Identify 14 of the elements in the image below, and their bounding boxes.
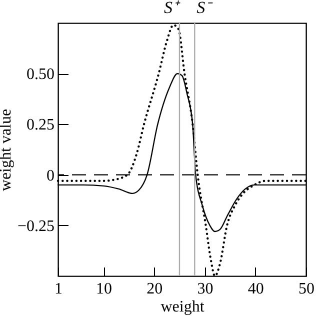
y-tick-label: 0.25 [26,116,54,134]
ref-line-label: S⁺ [164,0,180,17]
ref-line-label: S⁻ [196,0,214,17]
y-tick-label: 0.50 [26,66,54,84]
y-tick-label: 0 [46,167,54,184]
x-tick-label: 10 [96,280,112,298]
x-tick-label: 1 [54,280,62,298]
y-tick-label: −0.25 [17,218,54,235]
x-axis-title: weight [160,298,205,316]
x-tick-label: 40 [248,280,264,298]
x-tick-label: 50 [298,280,314,298]
x-tick-label: 30 [197,280,214,298]
x-tick-label: 20 [146,280,163,298]
line-series [56,24,308,278]
